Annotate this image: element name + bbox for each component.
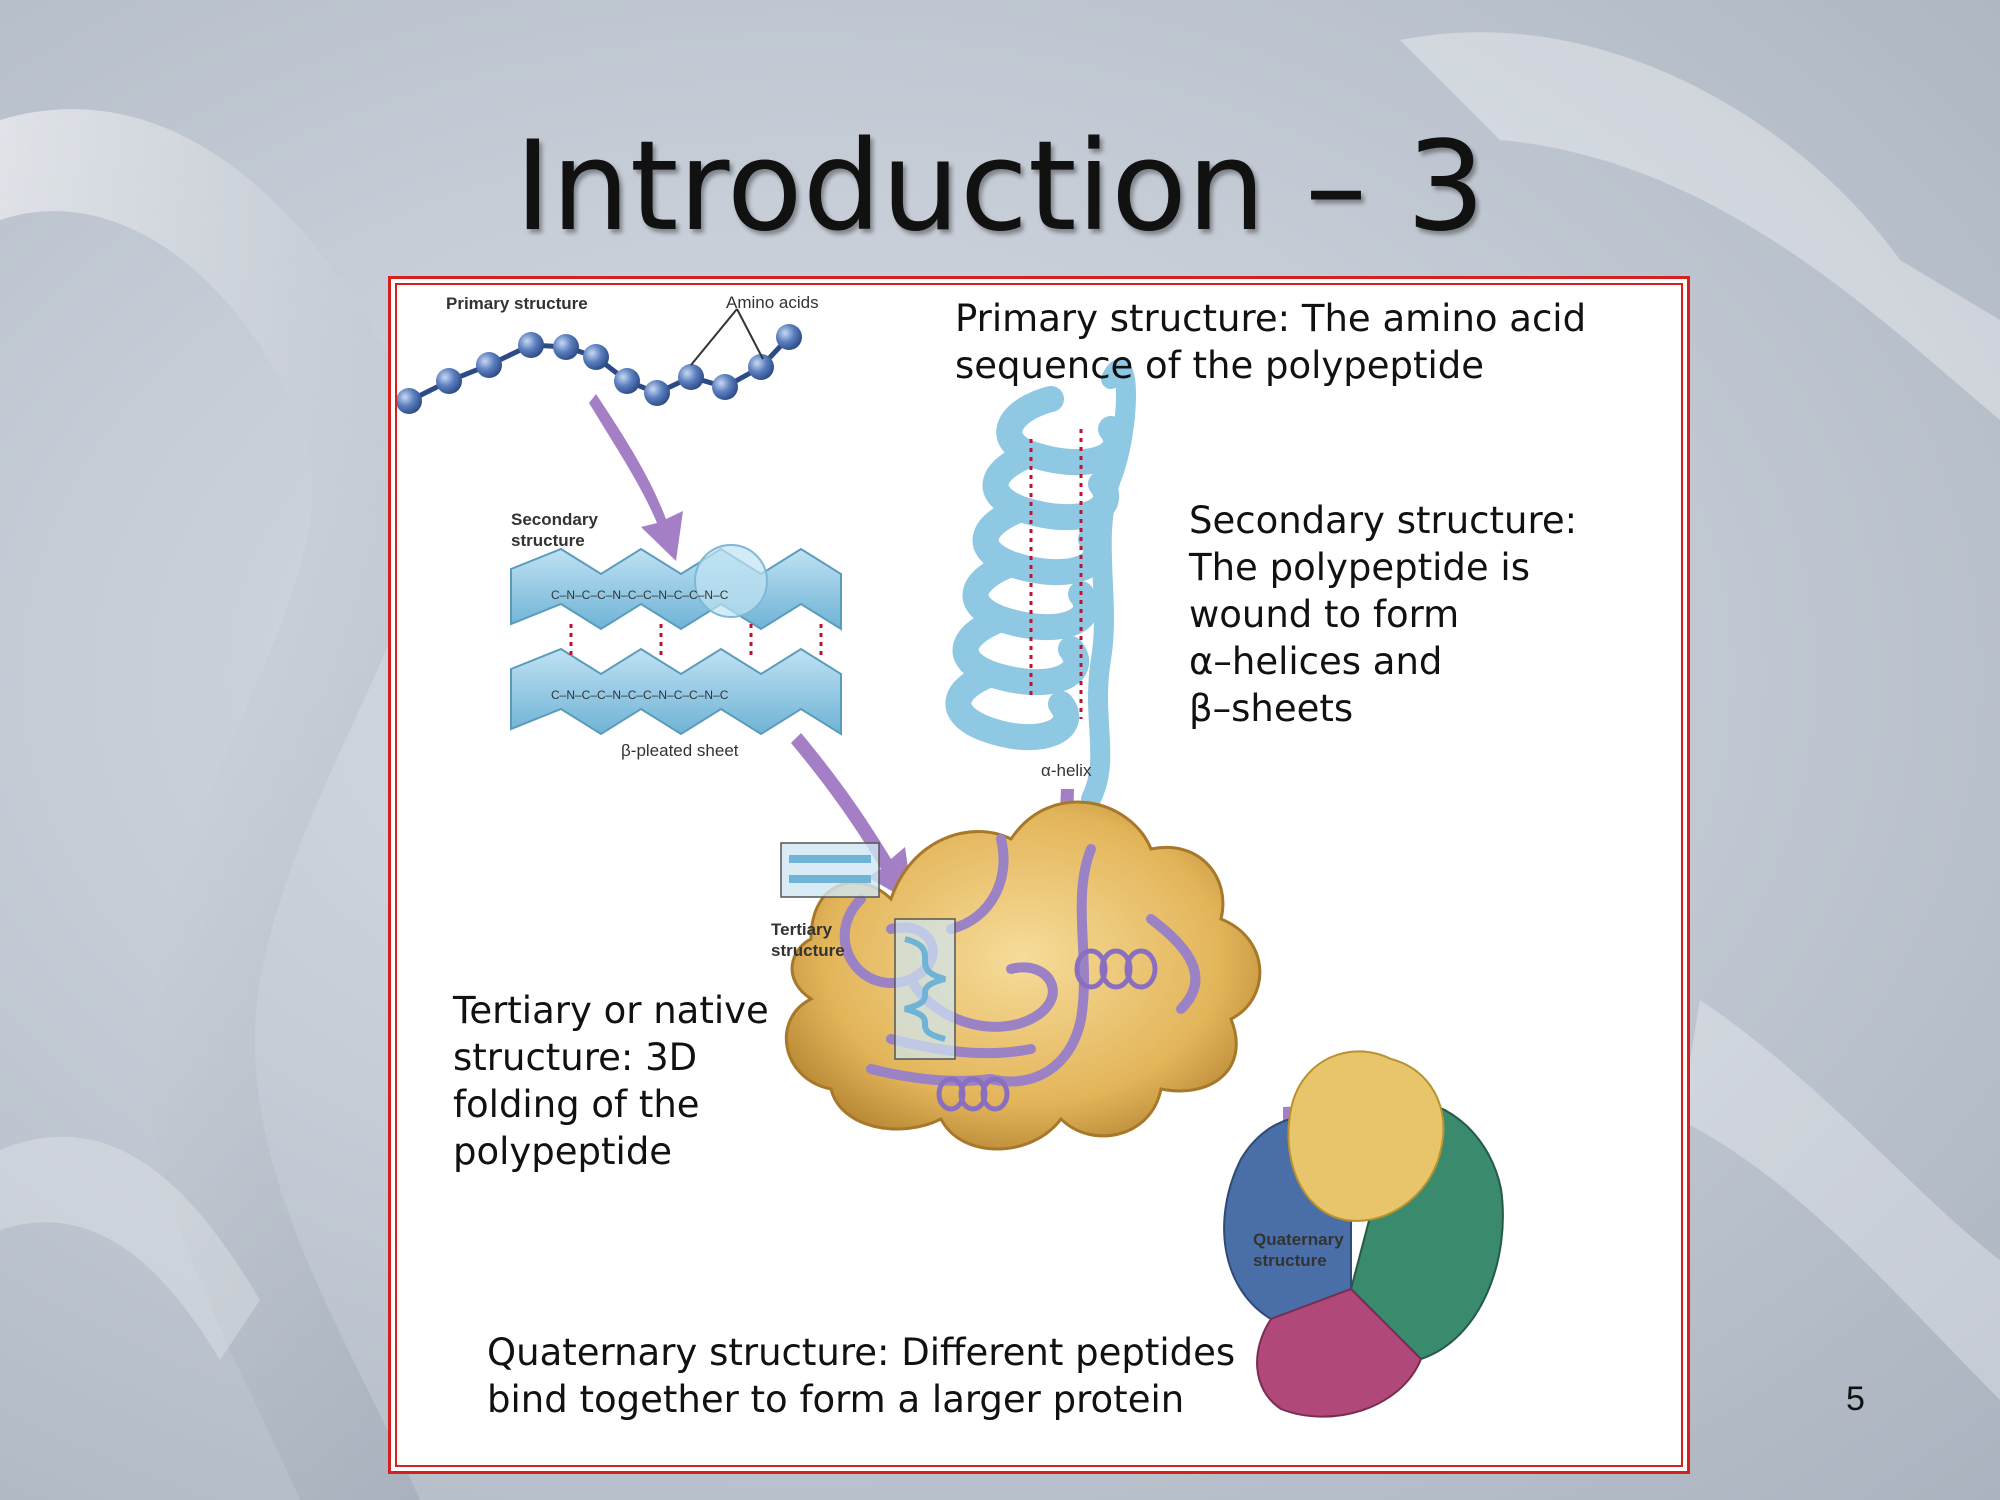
label-amino-acids: Amino acids: [726, 293, 819, 312]
flow-arrows: [589, 394, 1467, 1165]
label-tertiary-structure: Tertiary structure: [771, 920, 845, 960]
quaternary-structure: [1223, 1050, 1504, 1418]
svg-text:C–N–C–C–N–C–C–N–C–C–N–C: C–N–C–C–N–C–C–N–C–C–N–C: [551, 588, 729, 602]
svg-text:C–N–C–C–N–C–C–N–C–C–N–C: C–N–C–C–N–C–C–N–C–C–N–C: [551, 688, 729, 702]
alpha-helix: [945, 359, 1136, 809]
page-number: 5: [1846, 1380, 1865, 1418]
tertiary-structure: [780, 800, 1262, 1151]
label-secondary-structure: Secondary structure: [511, 510, 598, 550]
label-quaternary-structure: Quaternary structure: [1253, 1230, 1344, 1270]
caption-secondary: Secondary structure: The polypeptide is …: [1189, 499, 1578, 730]
amino-acid-chain: [396, 324, 802, 414]
protein-structure-figure: C–N–C–C–N–C–C–N–C–C–N–C C–N–C–C–N–C–C–N–…: [388, 276, 1690, 1474]
beta-pleated-sheet: C–N–C–C–N–C–C–N–C–C–N–C C–N–C–C–N–C–C–N–…: [510, 544, 842, 736]
label-alpha-helix: α-helix: [1041, 761, 1092, 780]
slide-title: Introduction – 3: [514, 115, 1486, 259]
label-beta-pleated-sheet: β-pleated sheet: [621, 741, 739, 760]
caption-tertiary: Tertiary or native structure: 3D folding…: [453, 989, 769, 1173]
amino-acids-pointer: [690, 308, 764, 366]
label-primary-structure: Primary structure: [446, 294, 588, 313]
caption-primary: Primary structure: The amino acid sequen…: [955, 297, 1587, 387]
protein-structure-diagram: C–N–C–C–N–C–C–N–C–C–N–C C–N–C–C–N–C–C–N–…: [396, 308, 1504, 1418]
caption-quaternary: Quaternary structure: Different peptides…: [487, 1331, 1236, 1421]
